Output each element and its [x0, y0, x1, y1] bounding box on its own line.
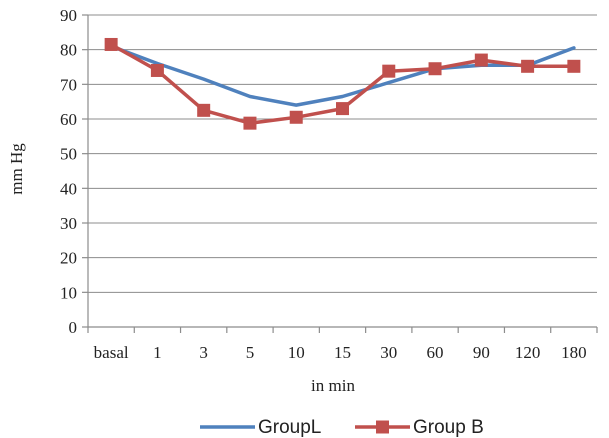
data-point-marker	[429, 62, 442, 75]
x-tick-label: 15	[334, 343, 351, 362]
x-axis-title: in min	[311, 376, 355, 395]
y-tick-label: 30	[60, 214, 77, 233]
x-tick-label: 5	[246, 343, 255, 362]
x-tick-label: 30	[380, 343, 397, 362]
x-tick-label: 10	[288, 343, 305, 362]
data-point-marker	[290, 111, 303, 124]
data-point-marker	[475, 54, 488, 67]
y-tick-label: 50	[60, 145, 77, 164]
x-tick-label: 3	[199, 343, 208, 362]
series-line-1	[111, 46, 574, 105]
y-tick-label: 90	[60, 6, 77, 25]
y-tick-label: 10	[60, 283, 77, 302]
data-point-marker	[382, 65, 395, 78]
x-tick-labels: basal 1 3 5 10 15 30 60 90 120 180	[94, 343, 587, 362]
legend: GroupL Group B	[200, 417, 484, 438]
y-tick-label: 60	[60, 110, 77, 129]
series	[105, 38, 581, 130]
axes	[88, 15, 597, 333]
data-point-marker	[151, 64, 164, 77]
data-point-marker	[105, 38, 118, 51]
gridlines	[82, 15, 597, 327]
legend-entry-label: GroupL	[258, 417, 321, 438]
x-tick-label: basal	[94, 343, 129, 362]
y-tick-label: 80	[60, 41, 77, 60]
y-tick-labels: 0 10 20 30 40 50 60 70 80 90	[60, 6, 77, 337]
y-axis-title: mm Hg	[7, 143, 26, 195]
x-tick-label: 180	[561, 343, 587, 362]
data-point-marker	[197, 104, 210, 117]
data-point-marker	[521, 60, 534, 73]
y-tick-label: 70	[60, 75, 77, 94]
x-tick-label: 120	[515, 343, 541, 362]
x-tick-label: 1	[153, 343, 162, 362]
y-tick-label: 40	[60, 179, 77, 198]
legend-swatch-marker	[376, 421, 389, 434]
y-tick-label: 0	[69, 318, 78, 337]
y-tick-label: 20	[60, 249, 77, 268]
data-point-marker	[243, 117, 256, 130]
x-tick-label: 90	[473, 343, 490, 362]
data-point-marker	[336, 102, 349, 115]
legend-entry-label: Group B	[413, 417, 484, 438]
x-tick-label: 60	[427, 343, 444, 362]
data-point-marker	[567, 60, 580, 73]
